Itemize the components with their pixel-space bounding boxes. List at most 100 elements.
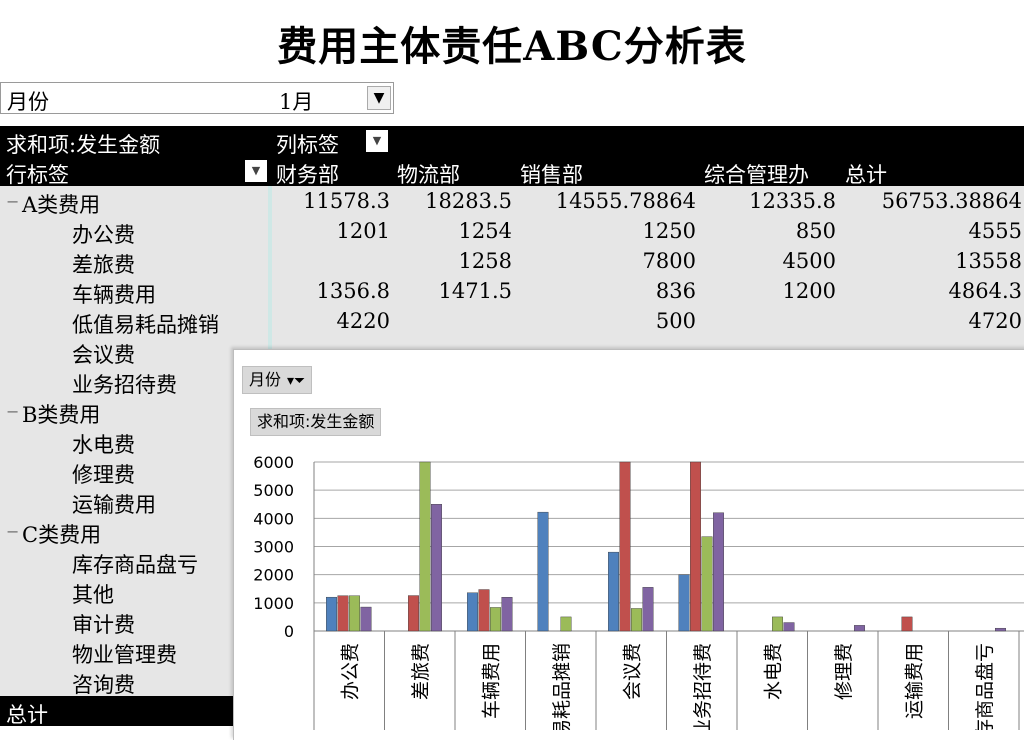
cell-value: 1258: [458, 249, 512, 273]
bar: [772, 616, 783, 632]
column-header-admin: 综合管理办: [704, 163, 809, 187]
page-title: 费用主体责任ABC分析表: [277, 23, 747, 70]
cell-value: 1254: [458, 219, 512, 243]
x-tick-label: 业务招待费: [692, 643, 714, 730]
row-label: 车辆费用: [72, 283, 156, 307]
collapse-icon[interactable]: −: [6, 192, 20, 211]
x-tick-label: 办公费: [339, 643, 361, 700]
cell-value: 7800: [642, 249, 696, 273]
row-label: 运输费用: [72, 493, 156, 517]
bar: [631, 608, 642, 632]
chart-month-filter-button[interactable]: 月份 ▾⏷: [242, 366, 313, 394]
cell-value: 4500: [782, 249, 836, 273]
bar: [608, 551, 619, 632]
row-label: 修理费: [72, 463, 135, 487]
y-tick-label: 6000: [253, 453, 294, 472]
cell-value: 1201: [336, 219, 390, 243]
chart-sum-label: 求和项:发生金额: [257, 412, 375, 431]
y-tick-label: 4000: [253, 509, 294, 528]
bar-chart-plot: 0 1000 2000 3000 4000 5000 6000 办公费 差旅费 车辆费用 低值易耗品…: [253, 453, 1024, 730]
x-tick-label: 水电费: [762, 643, 784, 700]
bar: [560, 616, 572, 632]
bar: [431, 504, 442, 632]
row-labels-header: 行标签: [6, 163, 69, 187]
y-tick-label: 5000: [253, 481, 294, 500]
column-header-finance: 财务部: [276, 163, 339, 187]
cell-value: 14555.78864: [555, 189, 696, 213]
filter-icon[interactable]: ▼: [367, 86, 391, 110]
bar: [619, 461, 631, 632]
month-filter-row: 月份 1月 ▼: [0, 82, 394, 114]
bar: [854, 625, 865, 632]
bar: [690, 461, 701, 632]
x-tick-label: 运输费用: [903, 643, 925, 719]
cell-value: 4720: [968, 309, 1022, 333]
bar: [701, 536, 713, 632]
bar: [419, 461, 431, 632]
chart-sum-field-button[interactable]: 求和项:发生金额: [250, 408, 382, 436]
row-band: [268, 216, 272, 246]
row-band: [268, 306, 272, 336]
row-label: 办公费: [72, 223, 135, 247]
cell-value: 850: [795, 219, 836, 243]
cell-value: 1200: [782, 279, 836, 303]
row-band: [268, 186, 272, 216]
cell-value: 1250: [642, 219, 696, 243]
row-label: 差旅费: [72, 253, 135, 277]
row-label: 库存商品盘亏: [72, 553, 198, 577]
bar: [713, 512, 724, 632]
bar: [901, 616, 913, 632]
bar: [501, 596, 513, 632]
collapse-icon[interactable]: −: [6, 402, 20, 421]
bar: [349, 595, 360, 632]
pivot-header-columns: 行标签 ▼ 财务部 物流部 销售部 综合管理办 总计: [0, 156, 1024, 187]
y-tick-label: 2000: [253, 566, 294, 585]
bar: [337, 595, 349, 632]
column-header-logistics: 物流部: [397, 163, 460, 187]
row-label: 审计费: [72, 613, 135, 637]
row-label: 物业管理费: [72, 643, 177, 667]
row-band: [268, 246, 272, 276]
item-row: 车辆费用 1356.8 1471.5 836 1200 4864.3: [0, 276, 1024, 307]
pivot-chart[interactable]: 月份 ▾⏷ 求和项:发生金额 0 1000 2000 3000 4000 5000 6000 办…: [233, 349, 1024, 740]
cell-value: 56753.38864: [881, 189, 1022, 213]
row-labels-dropdown-icon[interactable]: ▼: [245, 160, 267, 182]
cell-value: 4864.3: [948, 279, 1022, 303]
x-tick-label: 差旅费: [410, 643, 432, 700]
bar: [490, 607, 501, 632]
sum-label: 求和项:发生金额: [6, 133, 161, 157]
row-label: A类费用: [22, 193, 101, 217]
column-labels-dropdown-icon[interactable]: ▼: [366, 130, 388, 152]
month-filter-value[interactable]: 1月: [279, 90, 314, 114]
bar: [642, 587, 654, 632]
cell-value: 12335.8: [749, 189, 836, 213]
pivot-header-sum: 求和项:发生金额 列标签 ▼: [0, 126, 1024, 157]
cell-value: 13558: [955, 249, 1022, 273]
bar: [408, 595, 419, 632]
x-tick-label: 车辆费用: [480, 643, 502, 719]
item-row: 低值易耗品摊销 4220 500 4720: [0, 306, 1024, 337]
y-tick-label: 1000: [253, 594, 294, 613]
collapse-icon[interactable]: −: [6, 522, 20, 541]
row-label: C类费用: [22, 523, 102, 547]
y-tick-label: 0: [284, 622, 294, 641]
row-label: 会议费: [72, 343, 135, 367]
bar: [467, 592, 478, 632]
bar: [995, 627, 1006, 632]
row-label: 低值易耗品摊销: [72, 313, 219, 337]
x-tick-label: 库存商品盘亏: [974, 643, 996, 730]
row-label: 业务招待费: [72, 373, 177, 397]
cell-value: 4555: [968, 219, 1022, 243]
bar: [537, 511, 549, 632]
column-header-sales: 销售部: [520, 163, 583, 187]
cell-value: 1356.8: [316, 279, 390, 303]
bar: [360, 606, 372, 632]
cell-value: 4220: [336, 309, 390, 333]
row-label: 咨询费: [72, 673, 135, 697]
bar: [678, 574, 690, 632]
filter-funnel-icon: ▾⏷: [287, 373, 306, 389]
item-row: 办公费 1201 1254 1250 850 4555: [0, 216, 1024, 247]
grand-total-label: 总计: [6, 703, 48, 727]
item-row: 差旅费 1258 7800 4500 13558: [0, 246, 1024, 277]
group-row: − A类费用 11578.3 18283.5 14555.78864 12335.8 567…: [0, 186, 1024, 217]
